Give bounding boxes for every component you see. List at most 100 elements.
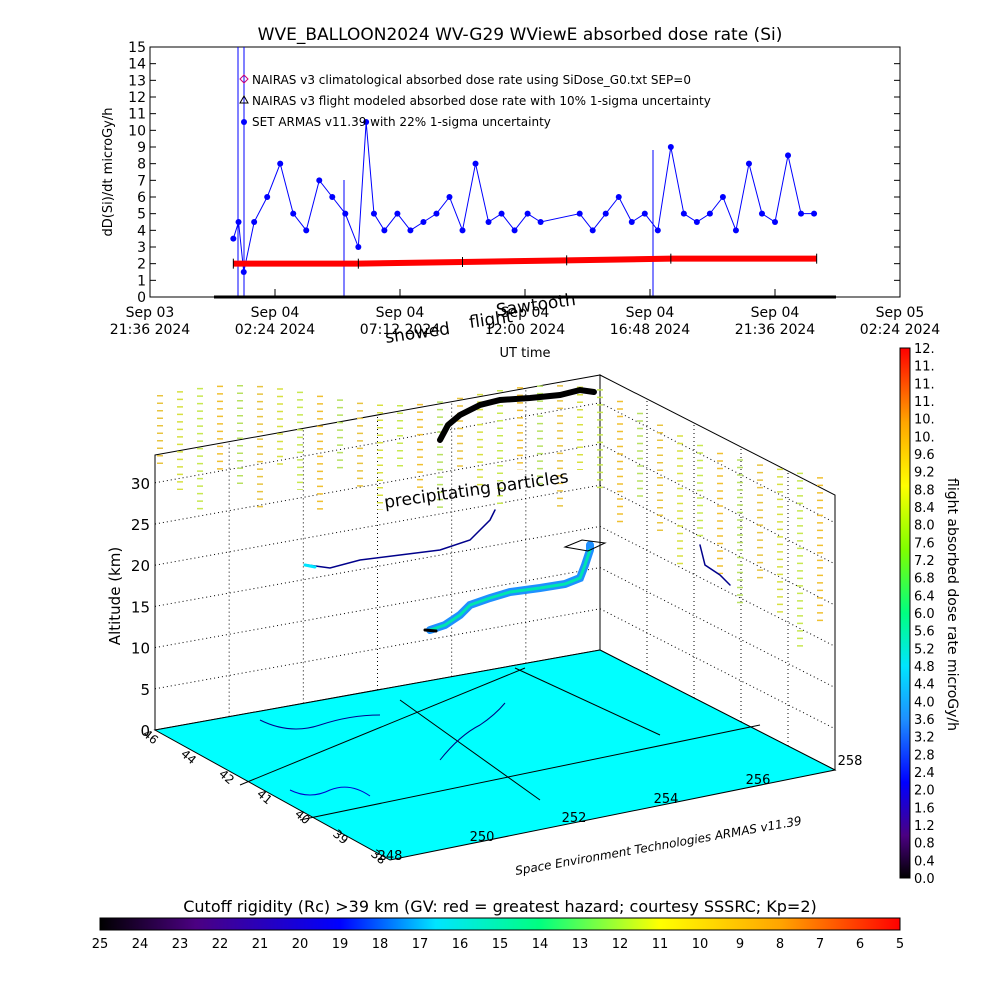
colorbar-tick-label: 0.0 — [914, 872, 935, 887]
armas-series — [230, 119, 818, 275]
wall-gridline — [154, 567, 601, 649]
nairas-flight-line — [233, 255, 817, 267]
armas-point — [420, 219, 427, 225]
flight-track — [303, 386, 731, 634]
longitude-axis: 248 250 252 254 256 258 — [378, 754, 863, 864]
legend-marker-armas — [241, 119, 247, 125]
altitude-3d-plot: precipitating particles 0 5 10 15 20 25 30 Alt… — [106, 374, 863, 878]
y-tick-label: 2 — [137, 257, 146, 273]
rigidity-tick-label: 6 — [856, 937, 864, 952]
colorbar-tick-label: 4.4 — [914, 678, 935, 693]
dose-rate-chart: WVE_BALLOON2024 WV-G29 WViewE absorbed d… — [101, 25, 940, 361]
armas-point — [706, 210, 713, 217]
colorbar-tick-label: 3.6 — [914, 713, 935, 728]
floor-map-lines — [239, 667, 761, 821]
armas-point — [615, 194, 622, 200]
armas-point — [602, 210, 609, 217]
colorbar-tick-label: 5.6 — [914, 625, 935, 640]
colorbar-tick-label: 6.0 — [914, 607, 935, 622]
y-tick-label: 6 — [137, 190, 146, 206]
armas-point — [667, 144, 674, 150]
colorbar-tick-label: 4.8 — [914, 660, 935, 675]
colorbar-label: flight absorbed dose rate microGy/h — [944, 478, 960, 731]
armas-point — [654, 227, 661, 234]
colorbar-tick-label: 3.2 — [914, 731, 935, 746]
armas-point — [524, 210, 531, 217]
armas-point — [290, 210, 297, 217]
armas-point — [485, 219, 492, 225]
x-tick-time: 02:24 2024 — [860, 322, 941, 338]
y-tick-label: 11 — [128, 107, 146, 123]
rigidity-tick-label: 14 — [532, 937, 549, 952]
y-tick-label: 0 — [137, 290, 146, 306]
colorbar-tick-label: 0.4 — [914, 854, 935, 869]
armas-point — [264, 194, 271, 200]
armas-point — [329, 194, 336, 200]
armas-point — [370, 210, 377, 217]
x-tick-time: 21:36 2024 — [735, 322, 816, 338]
armas-point — [589, 227, 596, 234]
armas-point — [719, 194, 726, 200]
x-tick-date: Sep 03 — [126, 305, 175, 321]
x-tick-time: 02:24 2024 — [235, 322, 316, 338]
wall-gridline — [154, 525, 601, 607]
colorbar-tick-label: 12. — [914, 342, 935, 357]
rigidity-tick-label: 8 — [776, 937, 784, 952]
legend-label-flight-model: NAIRAS v3 flight modeled absorbed dose r… — [252, 94, 711, 108]
armas-point — [394, 210, 401, 217]
colorbar-tick-label: 6.8 — [914, 572, 935, 587]
armas-point — [680, 210, 687, 217]
armas-point — [459, 227, 466, 234]
colorbar-ramp — [899, 347, 911, 879]
rigidity-tick-label: 5 — [896, 937, 904, 952]
altitude-tick-label: 0 — [140, 722, 150, 740]
armas-point — [745, 160, 752, 167]
colorbar-tick-label: 10. — [914, 430, 935, 445]
altitude-tick-label: 15 — [131, 598, 150, 616]
armas-point — [641, 210, 648, 217]
armas-point — [811, 210, 818, 217]
colorbar-tick-label: 2.4 — [914, 766, 935, 781]
armas-point — [381, 227, 388, 234]
colorbar-tick-label: 4.0 — [914, 695, 935, 710]
x-tick-date: Sep 05 — [876, 305, 925, 321]
rigidity-tick-label: 20 — [292, 937, 309, 952]
y-tick-label: 14 — [128, 57, 146, 73]
annotation-precipitating-particles: precipitating particles — [383, 467, 570, 513]
armas-point — [758, 210, 765, 217]
x-tick-time: 21:36 2024 — [110, 322, 191, 338]
armas-point — [693, 219, 700, 225]
armas-point — [576, 210, 583, 217]
colorbar-tick-label: 2.8 — [914, 748, 935, 763]
longitude-tick-label: 250 — [470, 830, 495, 845]
legend-marker-climatological — [239, 74, 249, 84]
precipitating-particle-columns — [157, 385, 823, 650]
altitude-tick-label: 5 — [140, 681, 150, 699]
y-tick-label: 8 — [137, 157, 146, 173]
rigidity-tick-label: 7 — [816, 937, 824, 952]
armas-point — [363, 119, 370, 125]
wall-gridline — [599, 402, 836, 524]
colorbar-tick-label: 10. — [914, 413, 935, 428]
nairas-flight-series — [232, 253, 818, 269]
armas-point — [446, 194, 453, 200]
rigidity-tick-label: 23 — [172, 937, 189, 952]
armas-point — [277, 160, 284, 167]
rigidity-tick-label: 15 — [492, 937, 509, 952]
chart-title: WVE_BALLOON2024 WV-G29 WViewE absorbed d… — [258, 25, 783, 45]
x-tick-time: 12:00 2024 — [485, 322, 566, 338]
armas-point — [251, 219, 258, 225]
y-tick-label: 4 — [137, 223, 146, 239]
x-tick-date: Sep 04 — [251, 305, 300, 321]
armas-point — [785, 152, 792, 159]
altitude-tick-label: 20 — [131, 557, 150, 575]
wall-gridline — [154, 402, 601, 484]
rigidity-tick-label: 11 — [652, 937, 669, 952]
y-tick-label: 15 — [128, 40, 146, 56]
colorbar-tick-label: 0.8 — [914, 837, 935, 852]
armas-point — [498, 210, 505, 217]
colorbar-tick-label: 11. — [914, 360, 935, 375]
legend-marker-flight-model — [239, 94, 249, 104]
rigidity-label: Cutoff rigidity (Rc) >39 km (GV: red = g… — [183, 897, 817, 916]
